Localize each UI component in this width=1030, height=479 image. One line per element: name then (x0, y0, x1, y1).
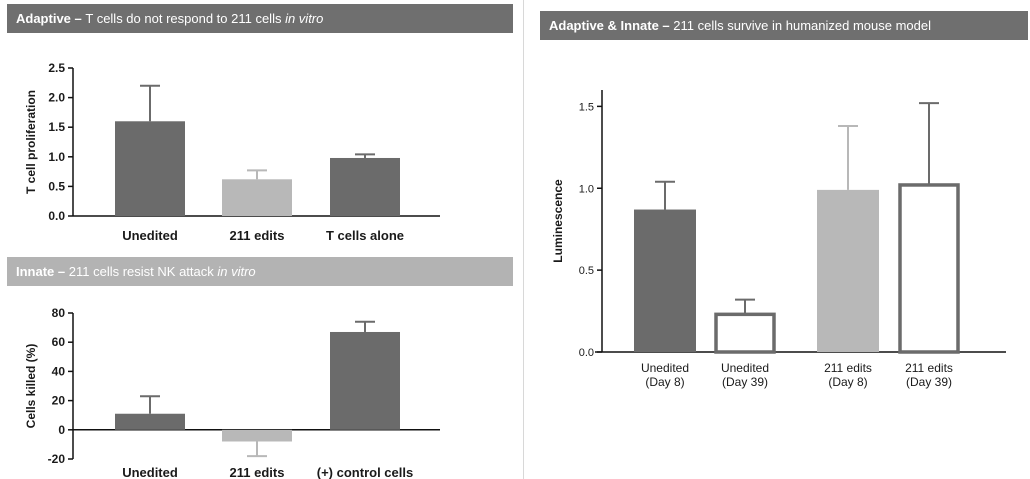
x-tick-label: (Day 8) (645, 375, 684, 389)
y-tick-label: 0.0 (48, 209, 65, 223)
bar (634, 209, 696, 352)
banner-lead: Adaptive & Innate (549, 18, 659, 33)
x-tick-label: Unedited (641, 361, 689, 375)
x-tick-label: 211 edits (230, 465, 285, 479)
y-tick-label: 0.0 (579, 347, 594, 359)
y-tick-label: 60 (52, 335, 66, 349)
banner-innate: Innate – 211 cells resist NK attack in v… (7, 257, 513, 286)
x-tick-label: T cells alone (326, 228, 404, 243)
banner-adaptive: Adaptive – T cells do not respond to 211… (7, 4, 513, 33)
y-tick-label: -20 (48, 452, 66, 466)
bar (330, 157, 400, 216)
y-tick-label: 80 (52, 306, 66, 320)
banner-humanized: Adaptive & Innate – 211 cells survive in… (540, 11, 1028, 40)
banner-sep: – (658, 18, 674, 33)
banner-text: 211 cells resist NK attack (68, 264, 218, 279)
y-tick-label: 20 (52, 394, 66, 408)
bar (222, 429, 292, 442)
banner-lead: Innate (16, 264, 55, 279)
y-tick-label: 1.0 (48, 150, 65, 164)
bar (817, 189, 879, 352)
y-axis-label: Luminescence (551, 179, 565, 263)
banner-sep: – (70, 11, 86, 26)
chart-adaptive: 0.0 0.5 1.0 1.5 2.0 2.5 T cell proliferation Un… (24, 61, 440, 243)
x-tick-label: Unedited (721, 361, 769, 375)
x-tick-label: (+) control cells (317, 465, 413, 479)
banner-sep: – (54, 264, 69, 279)
y-tick-label: 1.5 (48, 120, 65, 134)
x-tick-label: 211 edits (824, 361, 872, 375)
bar (714, 312, 776, 354)
y-axis-label: T cell proliferation (24, 90, 38, 194)
x-tick-label: (Day 39) (906, 375, 952, 389)
bar (115, 413, 185, 430)
bar (222, 179, 292, 216)
bar (898, 183, 960, 354)
banner-text: T cells do not respond to 211 cells (85, 11, 286, 26)
y-tick-label: 40 (52, 364, 66, 378)
y-tick-label: 0.5 (48, 179, 65, 193)
y-tick-label: 2.0 (48, 91, 65, 105)
panel-divider (523, 0, 524, 479)
banner-italic: in vitro (285, 11, 324, 26)
x-tick-label: Unedited (122, 465, 178, 479)
banner-lead: Adaptive (16, 11, 71, 26)
y-tick-label: 1.0 (579, 183, 594, 195)
banner-italic: in vitro (217, 264, 256, 279)
banner-text: 211 cells survive in humanized mouse mod… (673, 18, 931, 33)
bar (115, 121, 185, 216)
y-tick-label: 2.5 (48, 61, 65, 75)
y-tick-label: 0 (58, 423, 65, 437)
x-tick-label: 211 edits (905, 361, 953, 375)
x-tick-label: (Day 39) (722, 375, 768, 389)
bar (330, 331, 400, 430)
x-tick-label: Unedited (122, 228, 178, 243)
y-axis-label: Cells killed (%) (24, 344, 38, 429)
y-tick-label: 0.5 (579, 265, 594, 277)
x-tick-label: (Day 8) (828, 375, 867, 389)
chart-innate: -20 0 20 40 60 80 Cells killed (%) Unedited 211 … (24, 306, 440, 479)
y-tick-label: 1.5 (579, 101, 594, 113)
x-tick-label: 211 edits (230, 228, 285, 243)
